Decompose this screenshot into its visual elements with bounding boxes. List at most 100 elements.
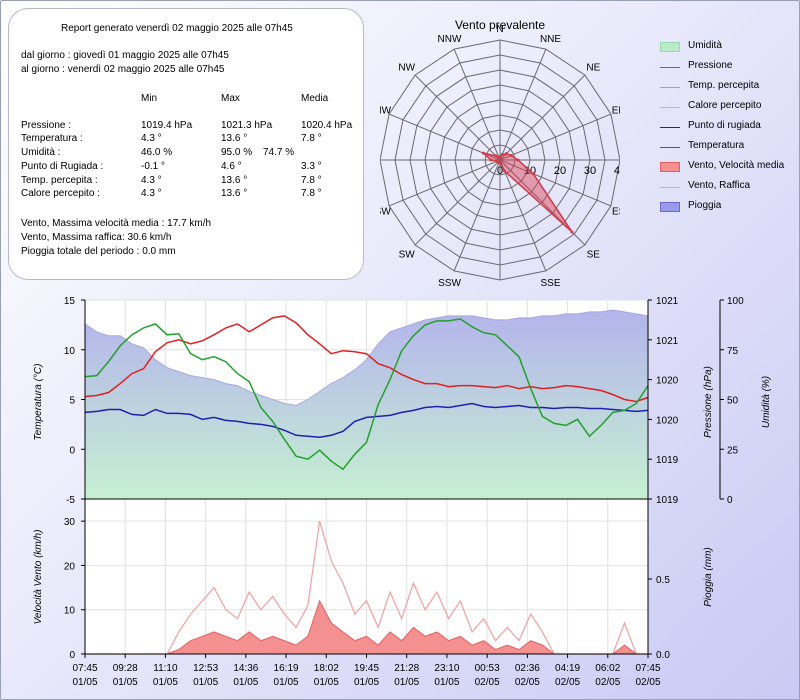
rain-axis-label: Pioggia (mm)	[703, 547, 714, 606]
wind-rose-point	[489, 158, 493, 162]
date-label: 01/05	[233, 677, 258, 688]
time-label: 21:28	[394, 663, 419, 674]
legend-label: Vento, Raffica	[688, 180, 751, 191]
legend-item: Vento, Velocità media	[660, 160, 800, 174]
time-label: 07:45	[72, 663, 97, 674]
radar-spoke	[414, 74, 501, 161]
legend-label: Pressione	[688, 60, 733, 71]
wind-rose-point	[503, 169, 507, 173]
wind-rose-grid	[380, 39, 620, 281]
radar-spoke	[414, 159, 501, 246]
row-avg: 74.7 %	[263, 147, 295, 158]
radar-spoke	[388, 159, 501, 207]
direction-label: ENE	[612, 106, 620, 117]
row-label: Temperatura :	[21, 133, 83, 144]
pressure-tick-label: 1021	[656, 336, 679, 347]
series-line-punto-di-rugiada	[84, 402, 649, 439]
direction-label: ESE	[612, 207, 620, 218]
direction-label: NNW	[438, 34, 462, 45]
radar-spoke	[453, 48, 501, 161]
time-label: 23:10	[434, 663, 459, 674]
radial-tick-label: 40	[614, 165, 620, 177]
date-label: 01/05	[113, 677, 138, 688]
temperature-tick-label: -5	[66, 495, 75, 506]
wind-rose-point	[531, 172, 535, 176]
radial-tick-label: 20	[554, 165, 566, 177]
wind-rose-title: Vento prevalente	[455, 18, 545, 32]
legend-item: Umidità	[660, 40, 800, 54]
legend-label: Pioggia	[688, 200, 722, 211]
temperature-axis-label: Temperatura (°C)	[33, 364, 44, 441]
direction-label: NE	[586, 63, 600, 74]
temperature-tick-label: 5	[69, 396, 75, 407]
legend-swatch	[660, 187, 680, 188]
time-label: 04:19	[555, 663, 580, 674]
legend-swatch	[660, 147, 680, 148]
row-avg: 7.8 °	[301, 188, 322, 199]
time-label: 09:28	[113, 663, 138, 674]
legend-swatch	[660, 87, 680, 88]
report-to: al giorno : venerdì 02 maggio 2025 alle …	[21, 64, 225, 75]
wind-tick-label: 20	[64, 561, 76, 572]
radar-spoke	[499, 159, 547, 272]
pressure-axis-label: Pressione (hPa)	[703, 366, 714, 438]
radial-tick-label: 30	[584, 165, 596, 177]
time-label: 06:02	[595, 663, 620, 674]
wind-rose-chart: Vento prevalente NNNENEENEEESESESSESSSWS…	[380, 18, 620, 288]
date-label: 02/05	[635, 677, 660, 688]
rain-tick-label: 0.0	[656, 650, 670, 661]
wind-rose-point	[481, 151, 485, 155]
date-label: 01/05	[314, 677, 339, 688]
date-label: 01/05	[153, 677, 178, 688]
radar-spoke	[499, 159, 612, 207]
row-avg: 7.8 °	[301, 175, 322, 186]
row-max: 13.6 °	[221, 133, 248, 144]
direction-label: N	[496, 24, 503, 35]
pressure-tick-label: 1020	[656, 376, 679, 387]
direction-label: NW	[398, 63, 415, 74]
report-title: Report generato venerdì 02 maggio 2025 a…	[61, 23, 293, 34]
direction-label: NNE	[540, 34, 561, 45]
header-min: Min	[141, 93, 158, 104]
direction-label: WNW	[380, 106, 392, 117]
time-label: 16:19	[274, 663, 299, 674]
date-label: 02/05	[515, 677, 540, 688]
radar-spoke	[453, 159, 501, 272]
time-label: 19:45	[354, 663, 379, 674]
direction-label: SE	[587, 249, 601, 260]
legend-item: Vento, Raffica	[660, 180, 800, 194]
wind-tick-label: 10	[64, 606, 76, 617]
legend-swatch	[660, 42, 680, 52]
wind-rose-point	[504, 152, 508, 156]
legend-swatch	[660, 67, 680, 68]
date-label: 01/05	[274, 677, 299, 688]
legend-item: Punto di rugiada	[660, 120, 800, 134]
pressure-tick-label: 1021	[656, 296, 679, 307]
direction-label: SW	[399, 249, 416, 260]
humidity-tick-label: 25	[727, 445, 739, 456]
time-label: 02:36	[515, 663, 540, 674]
row-max: 13.6 °	[221, 188, 248, 199]
wind-rose-data	[480, 151, 574, 234]
wind-avg-text: Vento, Massima velocità media : 17.7 km/…	[21, 218, 212, 229]
series-line-temperatura	[84, 315, 649, 403]
date-label: 01/05	[434, 677, 459, 688]
row-label: Umidità :	[21, 147, 61, 158]
pressure-tick-label: 1019	[656, 495, 679, 506]
rain-total-text: Pioggia totale del periodo : 0.0 mm	[21, 246, 176, 257]
pressure-tick-label: 1020	[656, 415, 679, 426]
wind-rose-point	[516, 158, 520, 162]
date-label: 01/05	[193, 677, 218, 688]
date-label: 01/05	[394, 677, 419, 688]
row-min: 46.0 %	[141, 147, 173, 158]
legend-item: Temp. percepita	[660, 80, 800, 94]
humidity-tick-label: 0	[727, 495, 733, 506]
wind-rose-point	[509, 153, 513, 157]
wind-rose-point	[495, 159, 499, 163]
temperature-tick-label: 0	[69, 445, 75, 456]
row-label: Punto di Rugiada :	[21, 161, 104, 172]
humidity-tick-label: 50	[727, 396, 739, 407]
row-min: -0.1 °	[141, 161, 166, 172]
wind-rose-labels: NNNENEENEEESESESSESSSWSWWSWWWNWNWNNW0102…	[380, 24, 620, 288]
legend-swatch	[660, 202, 680, 212]
